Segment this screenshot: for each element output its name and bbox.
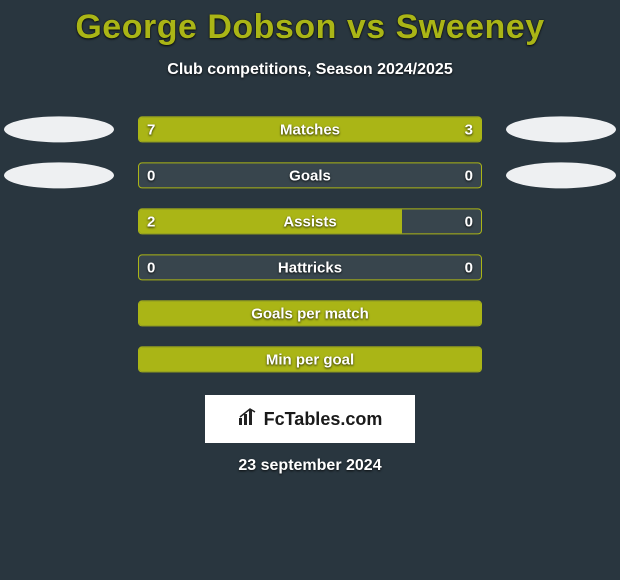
stat-bar-track: Min per goal — [138, 346, 482, 372]
stat-label: Min per goal — [139, 347, 481, 371]
subtitle: Club competitions, Season 2024/2025 — [0, 61, 620, 79]
player-ellipse-right — [506, 162, 616, 188]
stat-value-right: 0 — [465, 209, 473, 233]
stat-row: Hattricks0 0 — [0, 247, 620, 293]
date-label: 23 september 2024 — [0, 457, 620, 475]
stat-bar-track: Goals0 0 — [138, 162, 482, 188]
watermark-text: FcTables.com — [264, 409, 383, 430]
stat-bar-track: Assists2 0 — [138, 208, 482, 234]
stat-value-left: 2 — [147, 209, 155, 233]
stat-value-left: 0 — [147, 163, 155, 187]
page-title: George Dobson vs Sweeney — [0, 0, 620, 47]
stat-label: Assists — [139, 209, 481, 233]
stat-label: Goals per match — [139, 301, 481, 325]
stat-value-right: 3 — [465, 117, 473, 141]
player-ellipse-left — [4, 116, 114, 142]
stat-bar-track: Matches7 3 — [138, 116, 482, 142]
bar-chart-icon — [238, 408, 258, 431]
stat-label: Goals — [139, 163, 481, 187]
stat-label: Hattricks — [139, 255, 481, 279]
stat-bar-track: Goals per match — [138, 300, 482, 326]
watermark: FcTables.com — [205, 395, 415, 443]
player-ellipse-right — [506, 116, 616, 142]
stat-value-right: 0 — [465, 255, 473, 279]
comparison-rows: Matches73Goals00Assists20Hattricks00Goal… — [0, 109, 620, 385]
stat-value-left: 0 — [147, 255, 155, 279]
stat-row: Goals per match — [0, 293, 620, 339]
stat-row: Matches7 3 — [0, 109, 620, 155]
stat-value-right: 0 — [465, 163, 473, 187]
stat-label: Matches — [139, 117, 481, 141]
player-ellipse-left — [4, 162, 114, 188]
stat-row: Goals0 0 — [0, 155, 620, 201]
stat-row: Assists2 0 — [0, 201, 620, 247]
stat-value-left: 7 — [147, 117, 155, 141]
stat-row: Min per goal — [0, 339, 620, 385]
stat-bar-track: Hattricks0 0 — [138, 254, 482, 280]
